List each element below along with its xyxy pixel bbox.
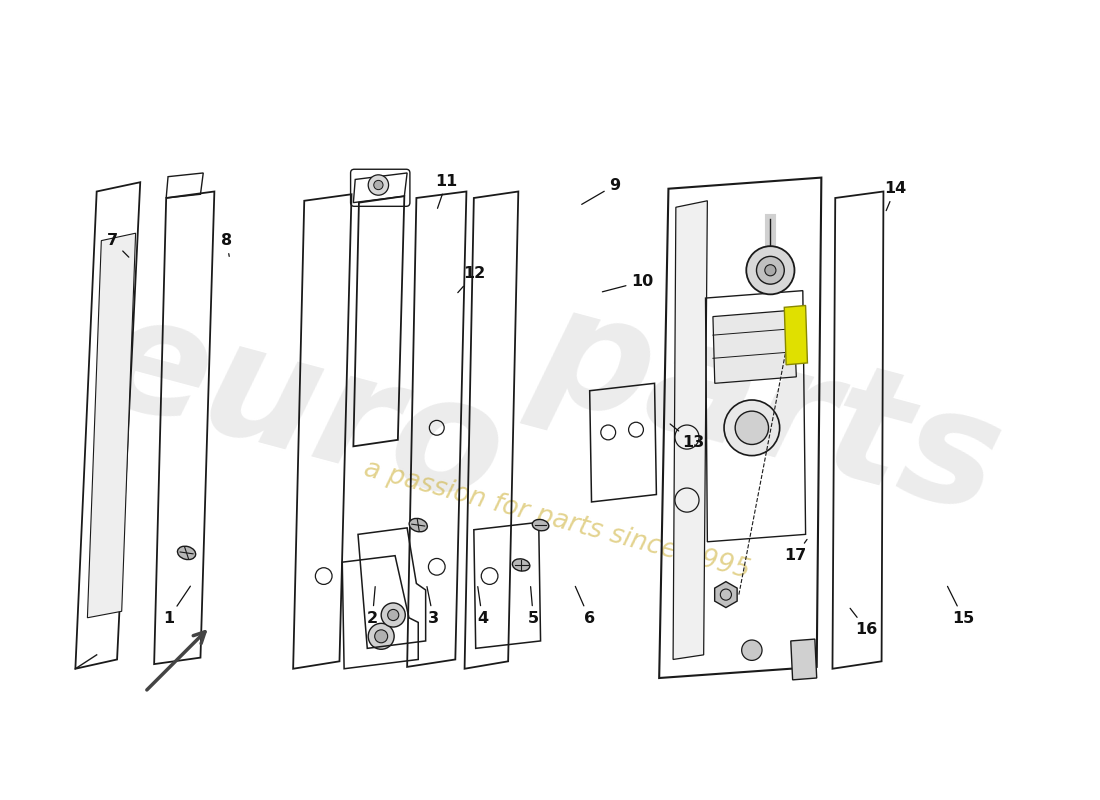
Text: 12: 12 <box>458 266 485 293</box>
Text: 5: 5 <box>528 586 539 626</box>
Polygon shape <box>713 310 796 383</box>
Polygon shape <box>791 639 816 680</box>
Circle shape <box>735 411 769 445</box>
Text: 14: 14 <box>884 182 906 210</box>
Circle shape <box>741 640 762 660</box>
Circle shape <box>757 256 784 284</box>
Circle shape <box>746 246 794 294</box>
Text: 13: 13 <box>670 424 705 450</box>
Ellipse shape <box>177 546 196 560</box>
Text: 10: 10 <box>603 274 653 292</box>
Text: 3: 3 <box>427 586 439 626</box>
Text: 15: 15 <box>947 586 975 626</box>
Text: 8: 8 <box>221 233 232 257</box>
Circle shape <box>382 603 405 627</box>
Text: 16: 16 <box>850 608 878 638</box>
Circle shape <box>368 175 388 195</box>
Text: 4: 4 <box>477 586 488 626</box>
Circle shape <box>724 400 780 456</box>
Circle shape <box>375 630 387 642</box>
Ellipse shape <box>513 559 530 571</box>
Text: parts: parts <box>520 274 1016 546</box>
Circle shape <box>387 610 399 621</box>
Text: 1: 1 <box>163 586 190 626</box>
Text: a passion for parts since 1995: a passion for parts since 1995 <box>362 456 754 585</box>
Ellipse shape <box>532 519 549 530</box>
Text: euro: euro <box>84 282 520 538</box>
Circle shape <box>368 623 394 650</box>
Ellipse shape <box>409 518 427 532</box>
Circle shape <box>764 265 776 276</box>
Text: 9: 9 <box>582 178 620 204</box>
Text: 17: 17 <box>784 539 807 563</box>
Polygon shape <box>87 233 135 618</box>
Polygon shape <box>784 306 807 365</box>
Circle shape <box>374 180 383 190</box>
Text: 11: 11 <box>436 174 458 208</box>
Polygon shape <box>673 201 707 659</box>
Text: 6: 6 <box>575 586 595 626</box>
Text: 2: 2 <box>366 586 378 626</box>
Text: 7: 7 <box>107 233 129 257</box>
